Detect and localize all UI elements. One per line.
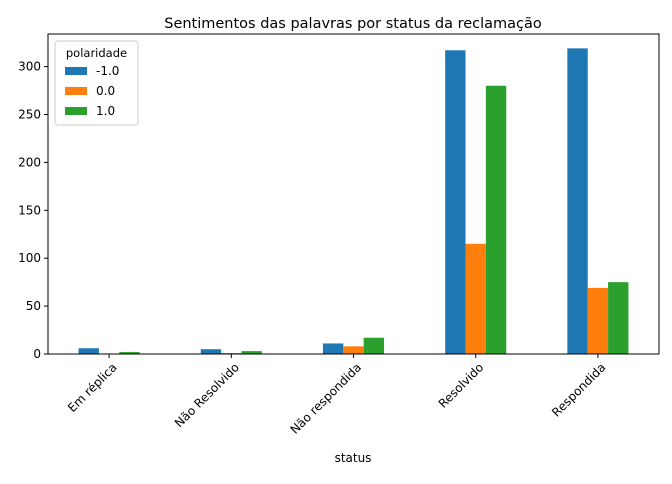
bar--1.0-Não respondida xyxy=(322,343,344,354)
x-tick-label: Resolvido xyxy=(436,360,487,411)
legend-label-0.0: 0.0 xyxy=(96,84,115,98)
bar-0.0-Não respondida xyxy=(343,346,364,354)
bar-1.0-Em réplica xyxy=(119,352,140,354)
y-tick-label: 100 xyxy=(18,251,41,265)
bar--1.0-Não Resolvido xyxy=(200,349,222,354)
bar-0.0-Resolvido xyxy=(465,243,486,354)
chart-title: Sentimentos das palavras por status da r… xyxy=(164,16,542,32)
y-tick-label: 150 xyxy=(18,203,41,217)
bar-1.0-Respondida xyxy=(608,282,629,354)
y-tick-label: 250 xyxy=(18,107,41,121)
x-tick-label: Não respondida xyxy=(288,360,365,437)
y-tick-label: 200 xyxy=(18,155,41,169)
legend-title: polaridade xyxy=(66,46,127,60)
bar-0.0-Respondida xyxy=(587,287,609,354)
bar--1.0-Em réplica xyxy=(78,348,99,354)
legend-label--1.0: -1.0 xyxy=(96,64,119,78)
bar--1.0-Resolvido xyxy=(445,50,466,354)
legend-swatch-1.0 xyxy=(65,107,87,115)
x-tick-label: Em réplica xyxy=(65,360,120,415)
y-tick-label: 0 xyxy=(33,347,41,361)
bar-1.0-Resolvido xyxy=(485,85,507,355)
x-axis-label: status xyxy=(335,451,372,465)
legend-swatch--1.0 xyxy=(65,67,87,75)
y-tick-label: 50 xyxy=(26,299,41,313)
legend-swatch-0.0 xyxy=(65,87,87,95)
bar--1.0-Respondida xyxy=(567,48,588,355)
bar-1.0-Não respondida xyxy=(363,337,385,354)
x-tick-label: Respondida xyxy=(549,360,608,419)
legend-label-1.0: 1.0 xyxy=(96,104,115,118)
legend-box xyxy=(54,40,139,126)
legend: polaridade -1.0 0.0 1.0 xyxy=(54,40,139,126)
y-tick-label: 300 xyxy=(18,60,41,74)
bar-1.0-Não Resolvido xyxy=(241,351,262,354)
x-tick-label: Não Resolvido xyxy=(172,360,242,430)
